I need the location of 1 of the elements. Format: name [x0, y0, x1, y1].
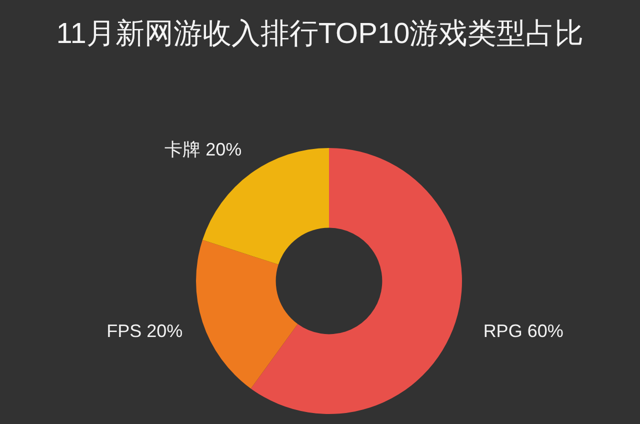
title: 11月新网游收入排行TOP10游戏类型占比 [56, 18, 584, 50]
